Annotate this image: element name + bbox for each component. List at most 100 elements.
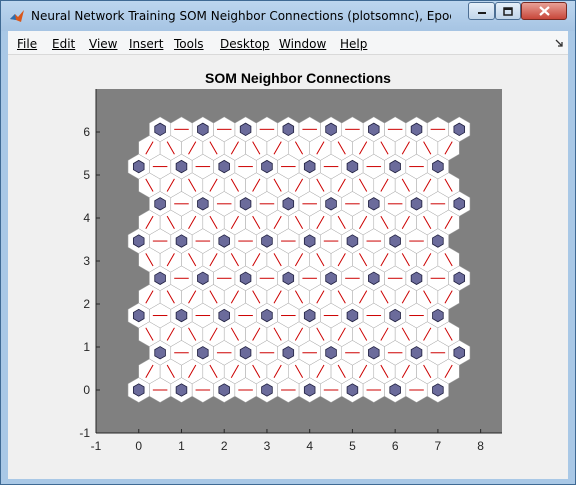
neuron bbox=[432, 234, 444, 248]
neighbor-connection bbox=[316, 327, 325, 341]
x-tick-label: 8 bbox=[477, 439, 484, 453]
neighbor-connection bbox=[145, 364, 154, 378]
y-ticks: -1 0 1 2 3 4 5 6 bbox=[79, 125, 100, 440]
neighbor-connection bbox=[294, 178, 304, 192]
neuron bbox=[325, 197, 337, 211]
neighbor-connection bbox=[166, 290, 175, 304]
neighbor-connection bbox=[166, 215, 175, 230]
neuron bbox=[389, 234, 401, 248]
neighbor-connection bbox=[380, 327, 389, 341]
neighbor-connection bbox=[230, 290, 239, 304]
minimize-icon bbox=[477, 12, 486, 14]
neuron bbox=[346, 234, 359, 248]
neuron bbox=[432, 308, 444, 323]
neighbor-connection bbox=[423, 364, 432, 378]
neighbor-connection bbox=[273, 327, 282, 341]
menu-help[interactable]: Help bbox=[340, 37, 368, 51]
matlab-logo-icon bbox=[10, 10, 24, 22]
neuron bbox=[325, 122, 337, 137]
neuron bbox=[325, 346, 337, 360]
neighbor-connection bbox=[209, 364, 218, 378]
neuron bbox=[132, 159, 145, 174]
neighbor-connection bbox=[166, 364, 175, 378]
dock-figure-icon[interactable] bbox=[555, 39, 564, 48]
neuron bbox=[218, 383, 230, 397]
neighbor-connection bbox=[252, 141, 261, 155]
neighbor-connection bbox=[423, 141, 432, 155]
neighbor-connection bbox=[380, 364, 389, 378]
neurons bbox=[132, 122, 466, 397]
menu-tools[interactable]: Tools bbox=[174, 37, 204, 51]
neuron bbox=[175, 159, 188, 174]
neuron bbox=[282, 197, 295, 211]
neuron bbox=[410, 346, 423, 360]
neighbor-connection bbox=[444, 253, 453, 267]
neighbor-connection bbox=[316, 215, 325, 230]
neuron bbox=[410, 122, 423, 137]
neighbor-connection bbox=[359, 178, 368, 192]
neuron bbox=[282, 346, 295, 360]
neighbor-connection bbox=[273, 253, 282, 267]
neuron bbox=[175, 308, 188, 323]
neighbor-connection bbox=[444, 215, 453, 230]
neighbor-connection bbox=[444, 364, 453, 378]
neighbor-connection bbox=[252, 253, 261, 267]
menu-file[interactable]: File bbox=[17, 37, 38, 51]
neuron bbox=[218, 159, 230, 174]
x-tick-label: 0 bbox=[135, 439, 142, 453]
neighbor-connection bbox=[294, 364, 304, 378]
x-tick-label: -1 bbox=[91, 439, 102, 453]
y-tick-label: 4 bbox=[83, 211, 90, 225]
menu-view[interactable]: View bbox=[89, 37, 118, 51]
neuron bbox=[346, 308, 359, 323]
neighbor-connection bbox=[359, 364, 368, 378]
menu-edit[interactable]: Edit bbox=[52, 37, 76, 51]
neuron bbox=[197, 197, 209, 211]
neighbor-connection bbox=[316, 290, 325, 304]
neighbor-connection bbox=[145, 215, 154, 230]
neighbor-connection bbox=[444, 178, 453, 192]
y-tick-label: 2 bbox=[83, 297, 90, 311]
x-tick-label: 3 bbox=[264, 439, 271, 453]
neighbor-connection bbox=[380, 178, 389, 192]
y-tick-label: 0 bbox=[83, 383, 90, 397]
connection-lines bbox=[145, 128, 453, 391]
neuron bbox=[453, 197, 466, 211]
menu-window[interactable]: Window bbox=[279, 37, 327, 51]
title-bar[interactable]: Neural Network Training SOM Neighbor Con… bbox=[1, 1, 575, 31]
x-tick-label: 6 bbox=[392, 439, 399, 453]
neighbor-connection bbox=[380, 290, 389, 304]
neighbor-connection bbox=[401, 290, 410, 304]
figure-client-area: File Edit View Insert Tools Desktop Wind… bbox=[8, 31, 568, 479]
neuron bbox=[368, 197, 380, 211]
neighbor-connection bbox=[209, 141, 218, 155]
minimize-button[interactable] bbox=[468, 2, 495, 20]
neighbor-connection bbox=[294, 327, 304, 341]
neuron bbox=[132, 234, 145, 248]
y-tick-label: 5 bbox=[83, 168, 90, 182]
neuron bbox=[303, 159, 316, 174]
neighbor-connection bbox=[230, 364, 239, 378]
neighbor-connection bbox=[188, 215, 197, 230]
neuron bbox=[261, 308, 273, 323]
neuron bbox=[154, 346, 166, 360]
neuron bbox=[175, 234, 188, 248]
menu-insert[interactable]: Insert bbox=[129, 37, 164, 51]
neighbor-connection bbox=[188, 364, 197, 378]
menu-desktop[interactable]: Desktop bbox=[220, 37, 270, 51]
neuron bbox=[154, 197, 166, 211]
neighbor-connection bbox=[209, 253, 218, 267]
neighbor-connection bbox=[166, 178, 175, 192]
neighbor-connection bbox=[166, 253, 175, 267]
maximize-button[interactable] bbox=[495, 2, 521, 20]
neuron bbox=[325, 271, 337, 285]
neuron bbox=[368, 346, 380, 360]
neuron bbox=[197, 122, 209, 137]
neuron bbox=[346, 383, 359, 397]
neighbor-connection bbox=[401, 253, 410, 267]
neuron bbox=[132, 308, 145, 323]
close-button[interactable] bbox=[521, 2, 567, 20]
neighbor-connection bbox=[423, 290, 432, 304]
maximize-icon bbox=[503, 6, 513, 16]
neuron bbox=[389, 383, 401, 397]
